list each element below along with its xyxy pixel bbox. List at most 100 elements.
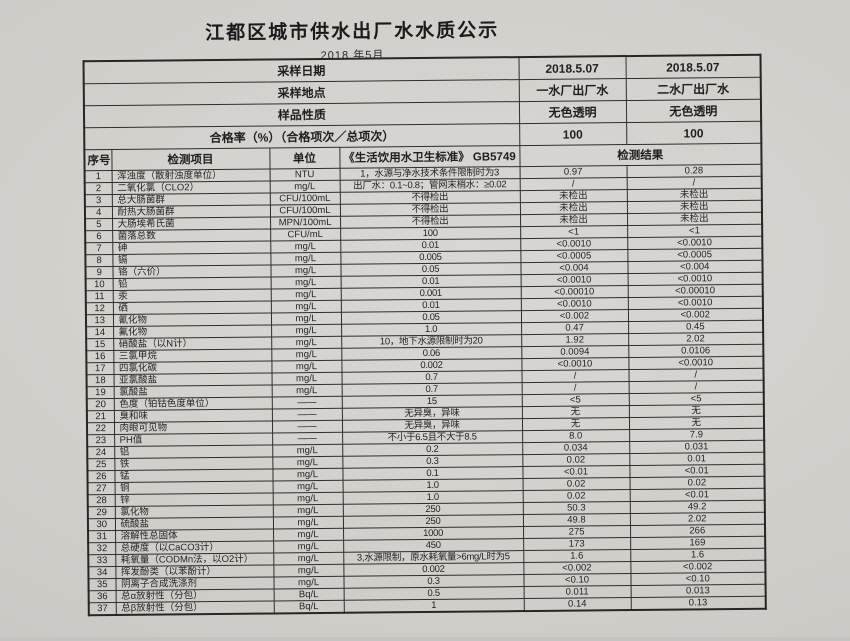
result-plant1: 0.97 xyxy=(519,165,627,179)
result-plant1: <1 xyxy=(520,225,628,239)
row-number: 23 xyxy=(87,434,115,447)
info-value-plant2: 二水厂出厂水 xyxy=(625,77,761,101)
standard-limit: 1 xyxy=(343,598,524,613)
row-number: 18 xyxy=(86,374,114,387)
parameter-unit: mg/L xyxy=(270,300,341,313)
result-plant1: 0.02 xyxy=(522,453,630,467)
parameter-unit: mg/L xyxy=(271,348,342,361)
row-number: 20 xyxy=(86,398,114,411)
row-number: 28 xyxy=(87,494,115,507)
result-plant1: <5 xyxy=(521,393,629,407)
result-plant1: 1.92 xyxy=(521,333,629,347)
result-plant1: <0.0010 xyxy=(520,273,628,287)
parameter-unit: mg/L xyxy=(270,288,341,301)
row-number: 4 xyxy=(84,206,113,219)
parameter-unit: mg/L xyxy=(272,480,343,493)
result-plant1: 0.0094 xyxy=(521,345,629,359)
result-plant1: 50.3 xyxy=(522,501,630,515)
result-plant1: 1.6 xyxy=(523,549,631,563)
info-header-section: 采样日期 2018.5.07 2018.5.07 采样地点 一水厂出厂水 二水厂… xyxy=(83,54,762,150)
info-value-plant1: 一水厂出厂水 xyxy=(518,78,626,102)
result-plant1: 275 xyxy=(523,525,631,539)
row-number: 16 xyxy=(86,350,114,363)
result-plant1: 0.011 xyxy=(523,585,631,599)
row-number: 10 xyxy=(85,278,113,291)
info-value-plant1: 100 xyxy=(519,122,627,146)
result-plant1: <0.0010 xyxy=(520,237,628,251)
info-value-plant1: 2018.5.07 xyxy=(518,56,626,80)
parameter-unit: MPN/100mL xyxy=(270,216,341,229)
row-number: 3 xyxy=(84,194,112,207)
parameter-unit: mg/L xyxy=(272,456,343,469)
row-number: 13 xyxy=(85,314,114,327)
column-header-unit: 单位 xyxy=(269,147,340,169)
row-number: 17 xyxy=(86,362,114,375)
result-plant1: 0.034 xyxy=(522,441,630,455)
result-plant1: 无 xyxy=(521,417,630,431)
result-plant1: 未检出 xyxy=(519,189,627,203)
row-number: 19 xyxy=(86,386,114,399)
parameter-unit: —— xyxy=(272,432,343,445)
row-number: 36 xyxy=(88,590,116,603)
result-plant1: 49.8 xyxy=(522,513,631,527)
parameter-unit: mg/L xyxy=(273,576,344,589)
result-plant2: 0.13 xyxy=(630,596,766,611)
row-number: 15 xyxy=(86,338,114,351)
parameter-unit: mg/L xyxy=(270,252,341,265)
result-plant1: <0.002 xyxy=(523,561,631,575)
page-title: 江都区城市供水出厂水水质公示 xyxy=(205,20,500,45)
row-number: 29 xyxy=(87,506,115,519)
results-section: 1 浑浊度（散射浊度单位） NTU 1，水源与净水技术条件限制时为3 0.97 … xyxy=(84,164,766,616)
column-header-standard: 《生活饮用水卫生标准》 GB5749 xyxy=(339,145,520,169)
parameter-name: 总β放射性（分包） xyxy=(115,600,274,615)
result-plant1: 未检出 xyxy=(519,201,628,215)
row-number: 27 xyxy=(87,482,115,495)
parameter-unit: —— xyxy=(271,408,342,421)
water-quality-table: 采样日期 2018.5.07 2018.5.07 采样地点 一水厂出厂水 二水厂… xyxy=(82,53,767,617)
parameter-unit: Bq/L xyxy=(273,588,344,601)
parameter-unit: mg/L xyxy=(271,324,342,337)
row-number: 8 xyxy=(85,254,113,267)
row-number: 22 xyxy=(86,422,115,435)
result-plant1: 8.0 xyxy=(522,429,630,443)
row-number: 9 xyxy=(85,266,113,279)
row-number: 11 xyxy=(85,290,113,303)
parameter-unit: —— xyxy=(271,396,342,409)
row-number: 35 xyxy=(88,578,116,591)
result-plant1: <0.10 xyxy=(523,573,631,587)
result-plant1: <0.01 xyxy=(522,465,630,479)
result-plant1: / xyxy=(521,381,629,395)
row-number: 2 xyxy=(84,182,112,195)
parameter-unit: mg/L xyxy=(273,564,344,577)
result-plant1: 未检出 xyxy=(520,213,628,227)
result-plant1: 0.02 xyxy=(522,489,630,503)
row-number: 7 xyxy=(85,242,113,255)
info-value-plant1: 无色透明 xyxy=(518,100,627,124)
parameter-unit: mg/L xyxy=(271,336,342,349)
parameter-unit: mg/L xyxy=(273,540,344,553)
result-plant1: <0.0010 xyxy=(521,357,629,371)
row-number: 32 xyxy=(88,542,116,555)
result-plant1: <0.0005 xyxy=(520,249,628,263)
parameter-unit: mg/L xyxy=(270,240,341,253)
row-number: 14 xyxy=(86,326,114,339)
info-value-plant2: 2018.5.07 xyxy=(625,54,761,79)
parameter-unit: mg/L xyxy=(272,516,344,529)
result-plant1: 0.47 xyxy=(521,321,629,335)
parameter-unit: Bq/L xyxy=(273,600,344,614)
row-number: 33 xyxy=(88,554,116,567)
row-number: 37 xyxy=(88,602,116,616)
parameter-unit: CFU/mL xyxy=(270,228,341,241)
parameter-unit: mg/L xyxy=(272,504,343,517)
info-value-plant2: 100 xyxy=(626,121,762,145)
parameter-unit: mg/L xyxy=(273,552,344,565)
result-plant1: <0.00010 xyxy=(520,285,628,299)
row-number: 5 xyxy=(85,218,113,231)
parameter-unit: mg/L xyxy=(271,384,342,397)
parameter-unit: mg/L xyxy=(271,360,342,373)
parameter-unit: NTU xyxy=(269,168,340,181)
parameter-unit: mg/L xyxy=(270,276,341,289)
result-plant1: <0.004 xyxy=(520,261,628,275)
